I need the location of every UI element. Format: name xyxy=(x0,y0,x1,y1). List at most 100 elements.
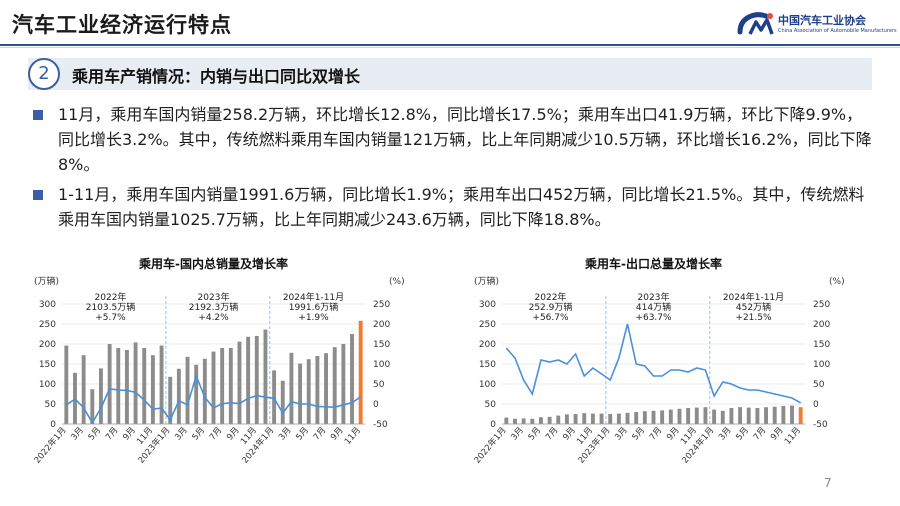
bar xyxy=(781,406,786,424)
bar xyxy=(686,408,691,424)
bar xyxy=(194,364,199,424)
bar xyxy=(107,344,112,424)
left-axis-tick: 300 xyxy=(479,300,496,310)
x-axis-tick: 3月 xyxy=(717,426,734,443)
right-axis-tick: 250 xyxy=(373,300,390,310)
section-number: 2 xyxy=(28,58,60,90)
logo-text-en: China Association of Automobile Manufact… xyxy=(778,28,897,34)
x-axis-tick: 5月 xyxy=(631,426,648,443)
left-axis-tick: 50 xyxy=(45,400,57,410)
x-axis-tick: 5月 xyxy=(527,426,544,443)
left-axis-tick: 300 xyxy=(39,300,56,310)
right-axis-tick: 50 xyxy=(373,380,385,390)
bar xyxy=(521,418,526,424)
bar xyxy=(246,336,251,424)
bar xyxy=(228,348,233,424)
period-annotation: 2023年 xyxy=(638,291,670,303)
x-axis-tick: 3月 xyxy=(173,426,190,443)
period-annotation: 1991.6万辆 xyxy=(289,301,339,313)
period-annotation: 2024年1-11月 xyxy=(723,291,784,303)
bullet-item: 11月，乘用车国内销量258.2万辆，环比增长12.8%，同比增长17.5%；乘… xyxy=(30,102,876,177)
x-axis-tick: 7月 xyxy=(104,426,121,443)
period-annotation: 2022年 xyxy=(535,291,567,303)
bar xyxy=(159,345,164,424)
period-annotation: +21.5% xyxy=(735,313,772,323)
left-axis-tick: 150 xyxy=(479,360,496,370)
x-axis-tick: 5月 xyxy=(734,426,751,443)
caam-logo-icon xyxy=(737,12,774,35)
bar xyxy=(738,407,743,424)
x-axis-tick: 2022年1月 xyxy=(472,425,509,466)
slide-header: 汽车工业经济运行特点 中国汽车工业协会 China Association of… xyxy=(0,0,900,48)
period-annotation: +5.7% xyxy=(95,313,126,323)
bar xyxy=(772,406,777,424)
bar xyxy=(211,351,216,424)
left-axis-tick: 250 xyxy=(479,320,496,330)
x-axis-tick: 3月 xyxy=(613,426,630,443)
x-axis-tick: 3月 xyxy=(509,426,526,443)
right-axis-unit: (%) xyxy=(829,277,845,287)
bullet-list: 11月，乘用车国内销量258.2万辆，环比增长12.8%，同比增长17.5%；乘… xyxy=(30,102,876,237)
right-axis-tick: 200 xyxy=(813,320,830,330)
bar xyxy=(599,413,604,424)
x-axis-tick: 5月 xyxy=(294,426,311,443)
period-annotation: 2022年 xyxy=(95,291,127,303)
bar xyxy=(625,412,630,424)
domestic-sales-chart: 乘用车-国内总销量及增长率 (万辆) (%) 0 50 100 150 200 250 300 -5… xyxy=(20,254,420,474)
period-annotation: +63.7% xyxy=(635,313,672,323)
right-axis-tick: 50 xyxy=(813,380,825,390)
bar xyxy=(712,409,717,424)
bar xyxy=(539,417,543,424)
bar xyxy=(324,353,328,424)
right-axis-tick: -50 xyxy=(813,420,828,430)
bar xyxy=(289,352,294,424)
bar xyxy=(703,407,708,424)
bar xyxy=(660,410,665,424)
period-annotation: 414万辆 xyxy=(636,301,671,313)
bar xyxy=(677,408,682,424)
period-annotation: +1.9% xyxy=(298,313,329,323)
x-axis-tick: 3月 xyxy=(277,426,294,443)
left-axis-tick: 0 xyxy=(490,420,496,430)
right-axis-tick: -50 xyxy=(373,420,388,430)
bar xyxy=(298,363,303,424)
x-axis-tick: 7月 xyxy=(312,426,329,443)
left-axis-tick: 100 xyxy=(479,380,496,390)
period-annotation: +56.7% xyxy=(532,313,569,323)
left-axis-tick: 0 xyxy=(50,420,56,430)
bar xyxy=(341,344,346,424)
bar xyxy=(746,407,751,424)
x-axis-tick: 11月 xyxy=(783,426,803,447)
bar xyxy=(694,407,699,424)
bar xyxy=(133,342,138,424)
bar xyxy=(185,356,190,424)
bullet-item: 1-11月，乘用车国内销量1991.6万辆，同比增长1.9%；乘用车出口452万… xyxy=(30,182,876,232)
bar xyxy=(315,356,320,424)
right-axis-tick: 0 xyxy=(373,400,379,410)
bar xyxy=(668,409,673,424)
left-axis-unit: (万辆) xyxy=(474,275,499,287)
left-axis-tick: 250 xyxy=(39,320,56,330)
bar xyxy=(755,408,760,424)
bar xyxy=(116,348,121,424)
export-chart-svg: 乘用车-出口总量及增长率 (万辆) (%) 0 50 100 150 200 250 300 -50… xyxy=(472,256,845,466)
bar xyxy=(582,413,587,424)
bar xyxy=(90,389,95,424)
bar xyxy=(556,415,561,424)
bar xyxy=(220,348,225,424)
bar xyxy=(720,410,725,424)
period-annotation: +4.2% xyxy=(198,313,229,323)
right-axis-tick: 250 xyxy=(813,300,830,310)
left-axis-unit: (万辆) xyxy=(34,275,59,287)
x-axis-tick: 3月 xyxy=(69,426,86,443)
right-axis-tick: 150 xyxy=(373,340,390,350)
bar xyxy=(124,350,129,424)
growth-rate-line xyxy=(65,373,362,425)
bar xyxy=(790,405,794,424)
right-axis-tick: 100 xyxy=(373,360,390,370)
growth-rate-line xyxy=(505,323,802,404)
right-axis-tick: 100 xyxy=(813,360,830,370)
bar xyxy=(729,408,734,424)
chart-title: 乘用车-出口总量及增长率 xyxy=(584,256,722,271)
bar xyxy=(504,417,509,424)
